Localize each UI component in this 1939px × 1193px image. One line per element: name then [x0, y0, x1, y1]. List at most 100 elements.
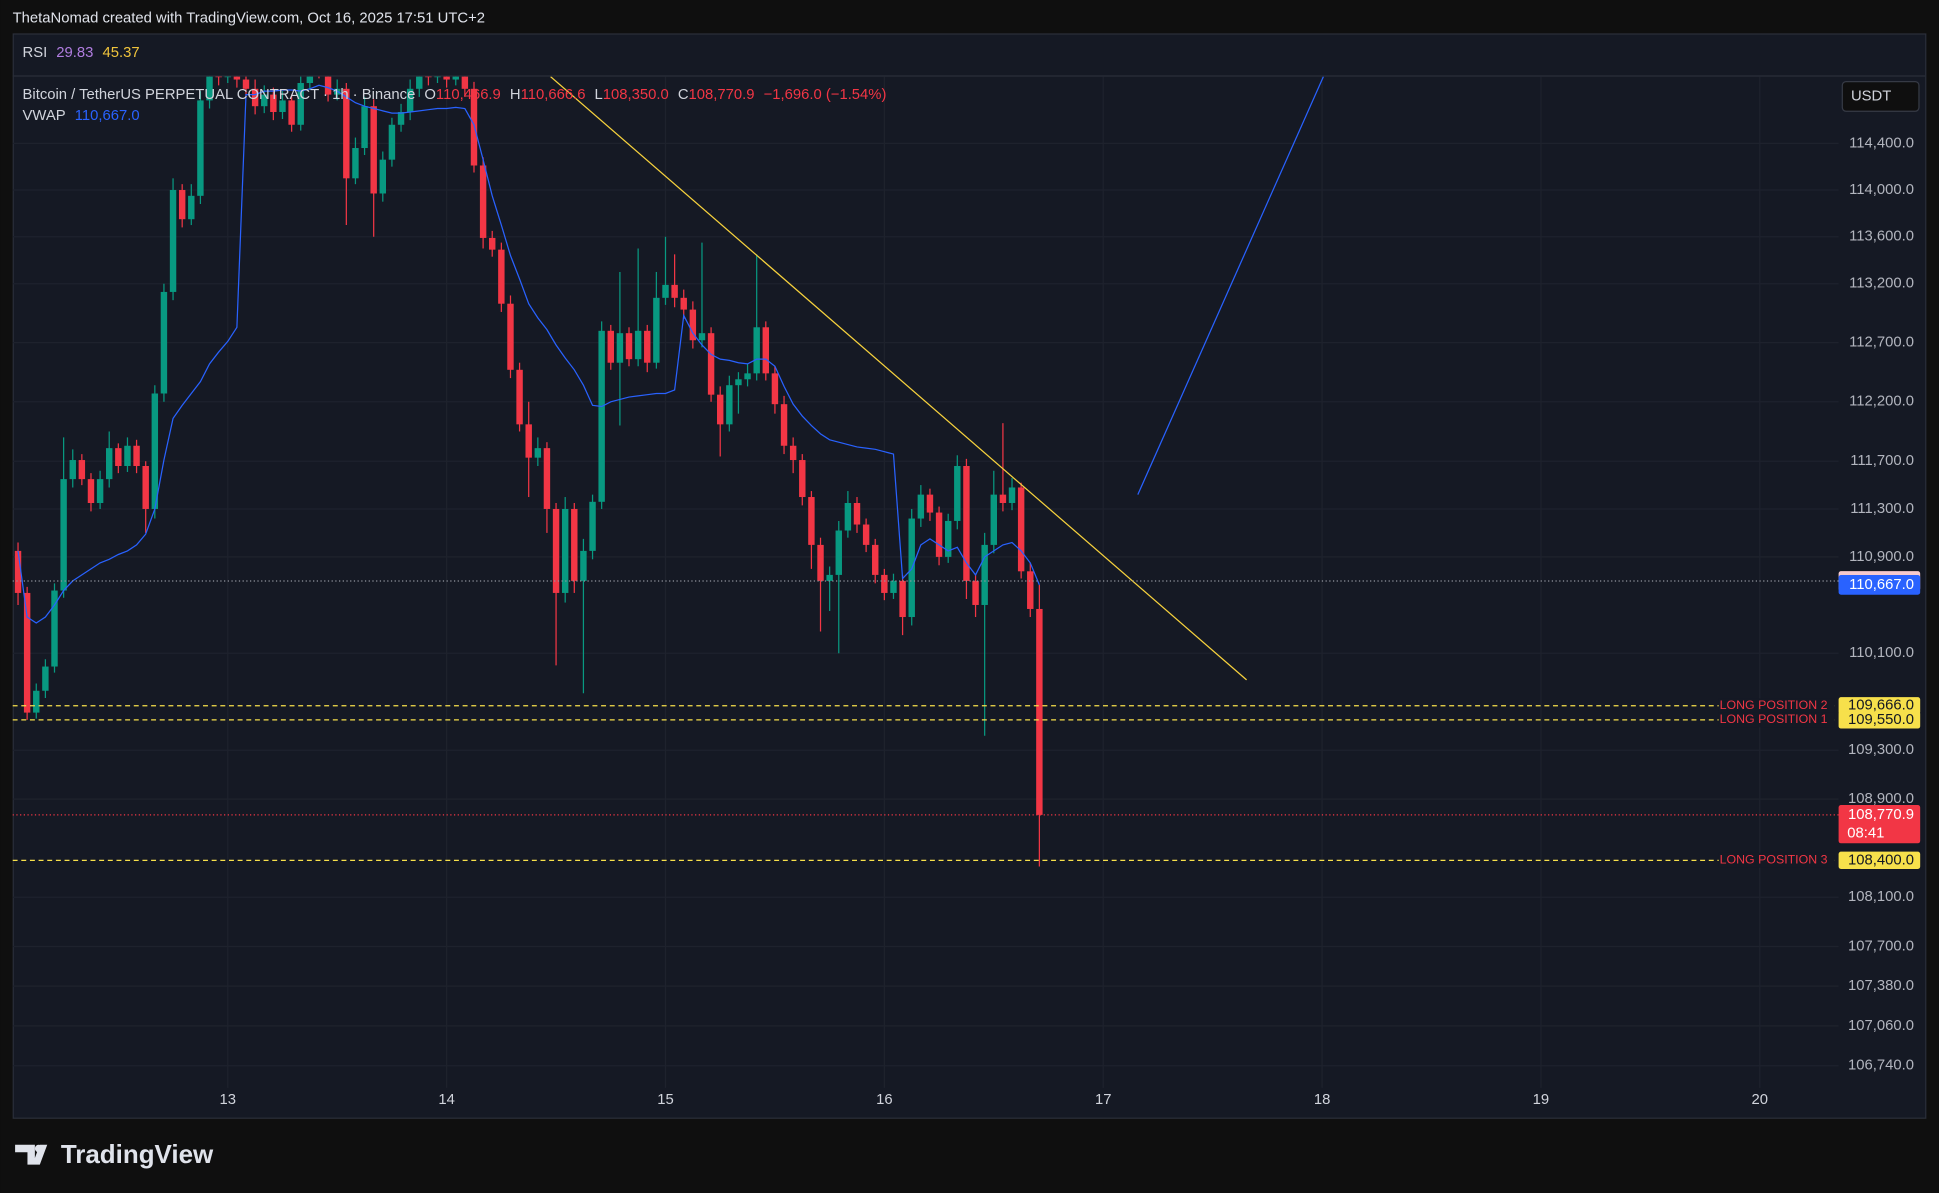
- level-name: LONG POSITION 3: [1720, 853, 1828, 867]
- trend-line: [1137, 76, 1324, 495]
- ohlc-key: L: [595, 87, 603, 103]
- symbol-legend: Bitcoin / TetherUS PERPETUAL CONTRACT · …: [23, 87, 887, 103]
- candle-body: [698, 333, 706, 341]
- candle-body: [69, 460, 76, 480]
- candle-body: [789, 445, 797, 461]
- candle-body: [124, 445, 131, 466]
- candle-body: [571, 508, 578, 581]
- legend-value: 110,667.0: [75, 108, 140, 124]
- candle-body: [270, 94, 277, 112]
- y-tick-label: 108,100.0: [1848, 889, 1914, 905]
- candle-body: [498, 249, 505, 304]
- x-tick-label: 18: [1314, 1092, 1331, 1108]
- candle-body: [944, 520, 952, 557]
- candle-body: [634, 330, 642, 360]
- y-tick-label: 112,700.0: [1849, 335, 1914, 351]
- price-label: 109,666.0: [1848, 698, 1914, 714]
- candle-body: [780, 404, 788, 446]
- candle-body: [87, 479, 95, 503]
- candle-body: [406, 88, 414, 112]
- candle-body: [416, 76, 423, 89]
- footer-logo: [15, 1144, 48, 1165]
- candle-body: [744, 373, 751, 380]
- price-label-box: [1838, 697, 1921, 715]
- x-tick-label: 19: [1533, 1092, 1550, 1108]
- candle-body: [890, 580, 897, 593]
- candle-body: [233, 76, 241, 80]
- candle-body: [835, 530, 842, 575]
- x-tick-label: 16: [876, 1092, 893, 1108]
- ohlc-value: 108,350.0: [603, 87, 669, 103]
- rsi-name: RSI: [23, 45, 48, 61]
- candle-body: [60, 479, 67, 591]
- y-tick-label: 107,700.0: [1848, 938, 1914, 954]
- candle-body: [434, 76, 441, 78]
- candle-body: [844, 502, 852, 531]
- candle-body: [644, 330, 651, 363]
- candle-body: [999, 494, 1007, 503]
- candle-body: [853, 502, 861, 525]
- candle-body: [543, 448, 551, 509]
- candle-body: [926, 494, 934, 513]
- candle-body: [251, 88, 259, 107]
- candle-body: [735, 379, 742, 386]
- candle-body: [963, 465, 970, 581]
- price-label: 108,400.0: [1848, 852, 1914, 868]
- candle-body: [990, 494, 998, 545]
- currency-box[interactable]: [1841, 80, 1920, 112]
- candle-body: [762, 327, 770, 374]
- candle-body: [716, 394, 724, 425]
- x-tick-label: 20: [1752, 1092, 1769, 1108]
- candle-body: [151, 393, 159, 509]
- candle-body: [452, 76, 459, 80]
- candle-body: [680, 297, 687, 310]
- candle-body: [306, 76, 314, 84]
- attribution: ThetaNomad created with TradingView.com,…: [13, 10, 485, 26]
- level-name: LONG POSITION 1: [1720, 712, 1828, 726]
- candle-body: [707, 333, 715, 395]
- level-name: LONG POSITION 2: [1720, 698, 1828, 712]
- y-tick-label: 107,380.0: [1848, 978, 1914, 994]
- y-tick-label: 110,100.0: [1849, 645, 1914, 661]
- candle-body: [689, 309, 697, 341]
- candle-body: [78, 460, 86, 480]
- candle-body: [1036, 608, 1043, 815]
- candle-body: [625, 333, 633, 360]
- y-tick-label: 108,900.0: [1848, 791, 1914, 807]
- candle-body: [771, 373, 779, 405]
- candle-body: [899, 580, 906, 618]
- plot-area: [12, 76, 1839, 867]
- y-tick-label: 107,060.0: [1848, 1018, 1914, 1034]
- y-tick-label: 109,300.0: [1848, 742, 1914, 758]
- candle-body: [188, 195, 195, 220]
- candle-body: [598, 330, 605, 502]
- candle-body: [534, 448, 542, 458]
- currency[interactable]: USDT: [1851, 88, 1891, 104]
- candle-body: [343, 88, 350, 179]
- candle-body: [288, 100, 295, 125]
- candle-body: [479, 165, 487, 238]
- candle-body: [197, 100, 204, 196]
- candle-body: [981, 544, 988, 605]
- ohlc-key: H: [510, 87, 521, 103]
- y-tick-label: 111,300.0: [1850, 501, 1914, 517]
- candle-body: [279, 100, 286, 112]
- symbol: Bitcoin / TetherUS PERPETUAL CONTRACT · …: [23, 87, 416, 103]
- price-label: 108,770.9: [1848, 807, 1914, 823]
- logo-dot: [34, 1144, 43, 1153]
- candle-body: [425, 76, 432, 78]
- candle-body: [616, 333, 624, 363]
- candle-body: [917, 494, 925, 519]
- candle-body: [297, 83, 304, 125]
- candle-body: [561, 508, 569, 593]
- candle-body: [753, 327, 760, 374]
- price-label: 109,550.0: [1848, 712, 1914, 728]
- candle-body: [261, 94, 268, 107]
- candle-body: [242, 79, 250, 89]
- candle-body: [23, 592, 31, 713]
- candle-body: [361, 106, 368, 149]
- price-label-box: [1838, 711, 1921, 729]
- candle-body: [516, 369, 523, 425]
- x-tick-label: 15: [657, 1092, 674, 1108]
